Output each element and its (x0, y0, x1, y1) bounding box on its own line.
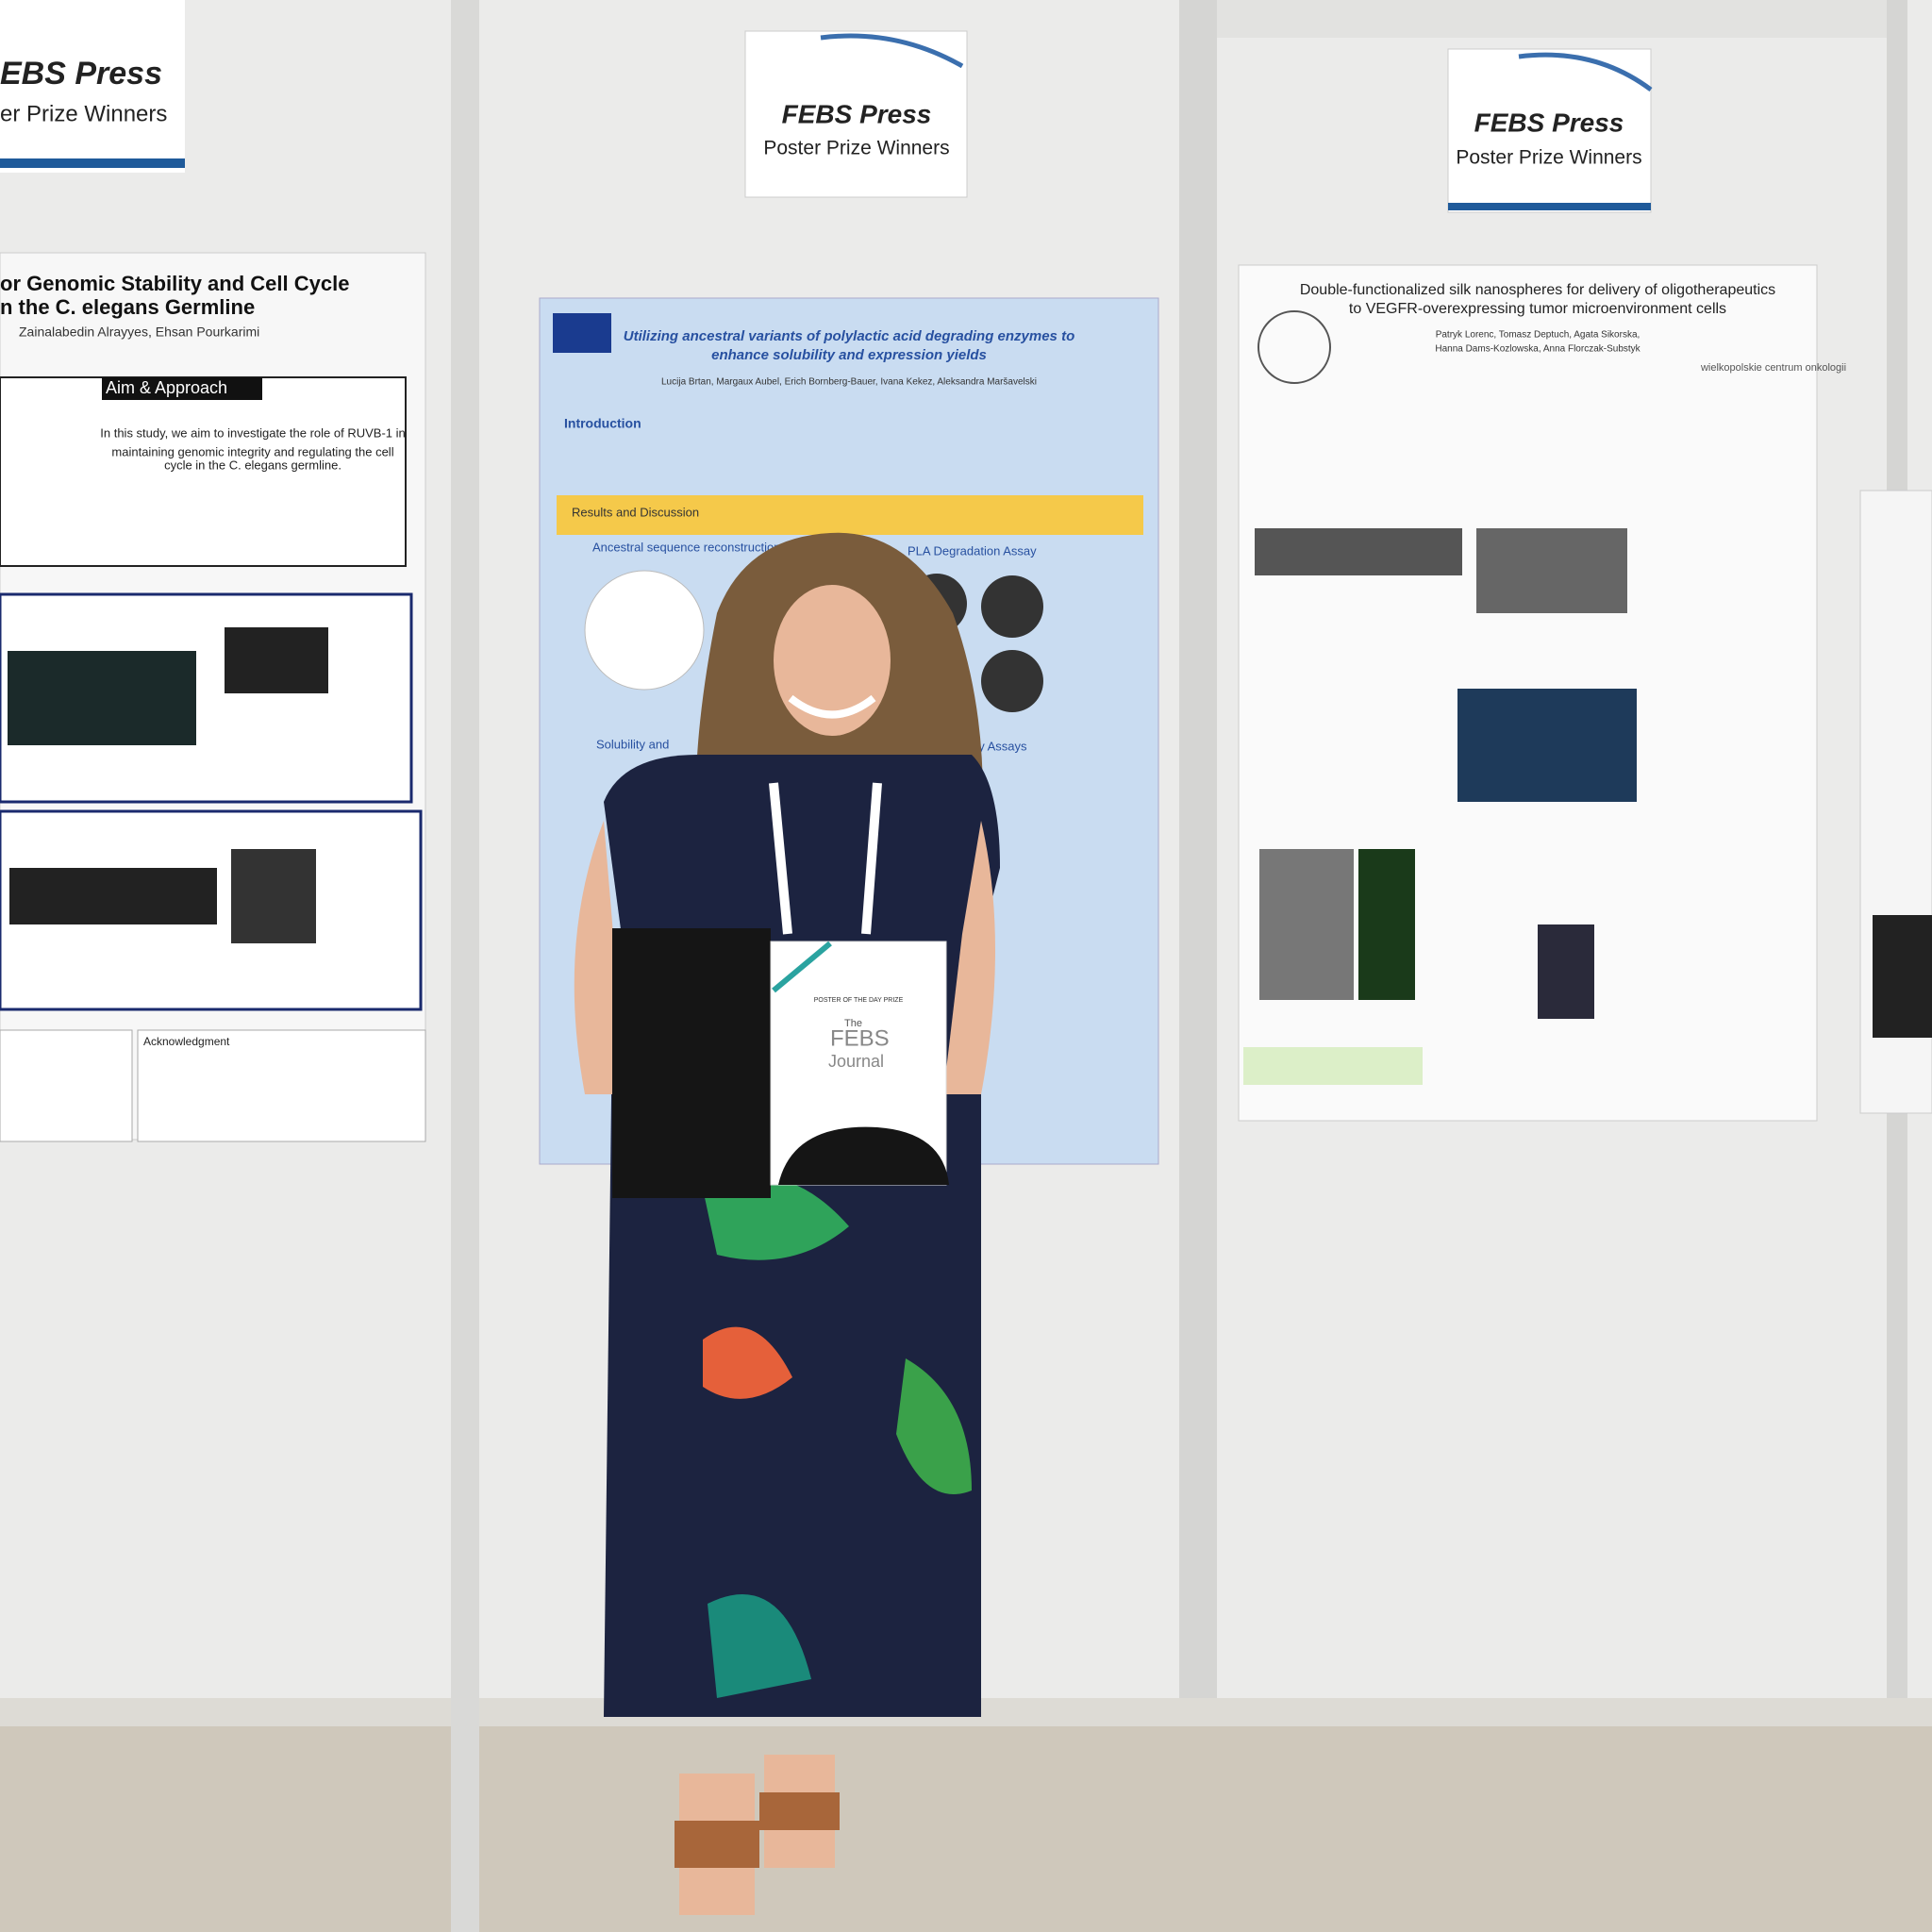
sign-title: FEBS Press (1474, 108, 1624, 137)
pole (451, 0, 479, 1932)
section-title: Introduction (564, 416, 641, 431)
frame (1217, 0, 1887, 38)
poster-authors: Zainalabedin Alrayyes, Ehsan Pourkarimi (19, 325, 259, 340)
sign-subtitle: Poster Prize Winners (763, 138, 949, 159)
poster-title: to VEGFR-overexpressing tumor microenvir… (1349, 301, 1726, 317)
poster-title: or Genomic Stability and Cell Cycle (0, 272, 349, 295)
poster-title: n the C. elegans Germline (0, 295, 255, 319)
poster-authors: Hanna Dams-Kozlowska, Anna Florczak-Subs… (1435, 344, 1641, 355)
certificate-text: The (844, 1018, 862, 1029)
sign-title: FEBS Press (782, 99, 932, 128)
poster-left: or Genomic Stability and Cell Cycle n th… (0, 252, 426, 1142)
sign-subtitle: Poster Prize Winners (1456, 147, 1641, 169)
poster-right: Double-functionalized silk nanospheres f… (1238, 264, 1846, 1122)
section-title: Aim & Approach (106, 378, 227, 397)
poster-title: Double-functionalized silk nanospheres f… (1300, 282, 1775, 298)
logo-text: wielkopolskie centrum onkologii (1700, 362, 1846, 374)
floor (0, 1698, 1932, 1932)
pole (1179, 0, 1217, 1698)
poster-title: Utilizing ancestral variants of polylact… (624, 328, 1074, 344)
sign: EBS Press er Prize Winners (0, 0, 185, 173)
sign-title: EBS Press (0, 56, 162, 92)
sign: FEBS Press Poster Prize Winners (744, 30, 968, 198)
certificate-text: POSTER OF THE DAY PRIZE (814, 997, 904, 1004)
poster-authors: Lucija Brtan, Margaux Aubel, Erich Bornb… (661, 377, 1037, 388)
section-title: PLA Degradation Assay (908, 543, 1037, 558)
poster-title: enhance solubility and expression yields (711, 347, 987, 363)
section-title: Ancestral sequence reconstruction (592, 540, 780, 554)
poster-figure (1873, 915, 1932, 1038)
certificate-folder: POSTER OF THE DAY PRIZE The FEBS Journal (612, 928, 949, 1198)
certificate-text: Journal (828, 1052, 884, 1071)
sign-subtitle: er Prize Winners (0, 101, 167, 126)
certificate-text: FEBS (830, 1025, 890, 1051)
poster-text: cycle in the C. elegans germline. (164, 458, 341, 472)
poster-text: In this study, we aim to investigate the… (100, 425, 405, 440)
section-title: Acknowledgment (143, 1035, 230, 1048)
section-title: Solubility and (596, 737, 669, 751)
poster-authors: Patryk Lorenc, Tomasz Deptuch, Agata Sik… (1436, 330, 1641, 341)
sign: FEBS Press Poster Prize Winners (1447, 48, 1653, 213)
section-title: Results and Discussion (572, 505, 699, 519)
poster-text: maintaining genomic integrity and regula… (111, 444, 393, 458)
